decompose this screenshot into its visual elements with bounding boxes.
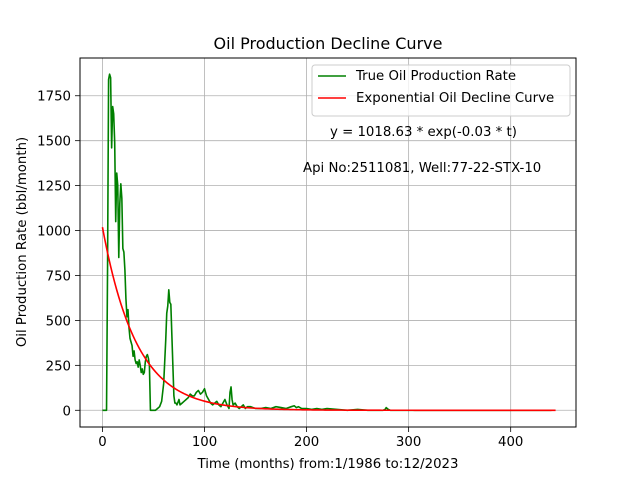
plot-frame — [79, 57, 577, 428]
x-tick-label: 300 — [396, 435, 421, 450]
y-tick-label: 1750 — [37, 90, 71, 105]
equation-annotation: y = 1018.63 * exp(-0.03 * t) — [330, 125, 517, 140]
y-axis: 0 250 500 750 1000 1250 1500 1750 — [37, 90, 80, 419]
legend: True Oil Production Rate Exponential Oil… — [311, 64, 571, 117]
legend-label-true-production: True Oil Production Rate — [355, 69, 516, 84]
y-tick-label: 750 — [46, 269, 71, 284]
x-axis-label: Time (months) from:1/1986 to:12/2023 — [197, 457, 459, 472]
grid-lines — [80, 58, 576, 427]
x-axis: 0 100 200 300 400 — [98, 427, 523, 450]
legend-label-exponential-decline: Exponential Oil Decline Curve — [356, 91, 554, 106]
series-line-exponential-decline — [101, 227, 556, 412]
series-line-true-production — [102, 73, 552, 412]
legend-box — [311, 64, 571, 117]
y-tick-label: 1000 — [37, 225, 71, 240]
series-layer — [101, 73, 556, 412]
x-tick-label: 0 — [98, 435, 106, 450]
x-tick-label: 400 — [498, 435, 523, 450]
y-axis-label: Oil Production Rate (bbl/month) — [15, 137, 30, 347]
y-tick-label: 500 — [46, 314, 71, 329]
x-tick-label: 200 — [294, 435, 319, 450]
chart-title: Oil Production Decline Curve — [214, 34, 443, 53]
y-tick-label: 1500 — [37, 135, 71, 150]
y-tick-label: 1250 — [37, 180, 71, 195]
y-tick-label: 250 — [46, 359, 71, 374]
y-tick-label: 0 — [63, 404, 71, 419]
well-annotation: Api No:2511081, Well:77-22-STX-10 — [303, 161, 541, 176]
x-tick-label: 100 — [192, 435, 217, 450]
